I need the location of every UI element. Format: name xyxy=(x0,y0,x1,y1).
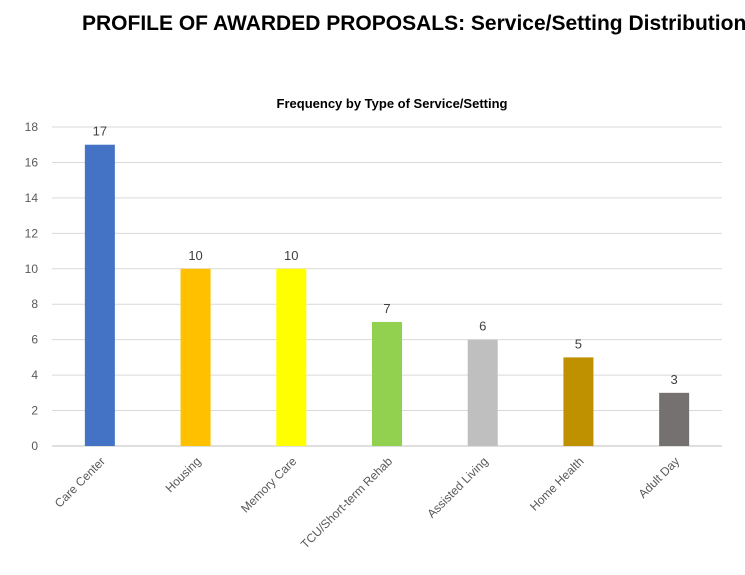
x-category-label: Memory Care xyxy=(238,454,300,516)
x-category-label: Housing xyxy=(163,454,204,495)
y-tick-label: 6 xyxy=(31,333,38,347)
data-label: 3 xyxy=(671,372,678,387)
x-category-label: Adult Day xyxy=(636,454,683,501)
y-axis-ticks: 0 2 4 6 8 10 12 14 16 18 xyxy=(25,120,39,453)
y-tick-label: 18 xyxy=(25,120,39,134)
x-category-label: Care Center xyxy=(52,454,108,510)
y-tick-label: 4 xyxy=(31,368,38,382)
y-tick-label: 10 xyxy=(25,262,39,276)
bars xyxy=(84,144,690,446)
bar xyxy=(467,339,498,446)
x-axis-categories: Care Center Housing Memory CareTCU/Short-t… xyxy=(52,454,682,551)
y-tick-label: 16 xyxy=(25,155,39,169)
bar xyxy=(372,321,402,446)
data-label: 10 xyxy=(188,248,202,263)
x-category-label: TCU/Short-term Rehab xyxy=(298,454,395,551)
y-tick-label: 2 xyxy=(31,404,38,418)
bar xyxy=(276,268,307,446)
chart-title: Frequency by Type of Service/Setting xyxy=(277,96,508,111)
y-tick-label: 14 xyxy=(25,191,39,205)
bar xyxy=(563,357,594,446)
data-label: 17 xyxy=(93,124,107,139)
bar xyxy=(180,268,211,446)
y-tick-label: 8 xyxy=(31,297,38,311)
data-label: 6 xyxy=(479,319,486,334)
data-label: 7 xyxy=(383,301,390,316)
y-tick-label: 12 xyxy=(25,226,39,240)
x-category-label: Home Health xyxy=(527,454,586,513)
bar xyxy=(659,392,690,446)
bar xyxy=(84,144,115,446)
data-labels: 17 10 10 7 6 5 3 xyxy=(93,124,678,387)
y-tick-label: 0 xyxy=(31,439,38,453)
x-category-label: Assisted Living xyxy=(424,454,491,521)
page-title: PROFILE OF AWARDED PROPOSALS: Service/Se… xyxy=(82,12,745,35)
data-label: 5 xyxy=(575,336,582,351)
data-label: 10 xyxy=(284,248,298,263)
